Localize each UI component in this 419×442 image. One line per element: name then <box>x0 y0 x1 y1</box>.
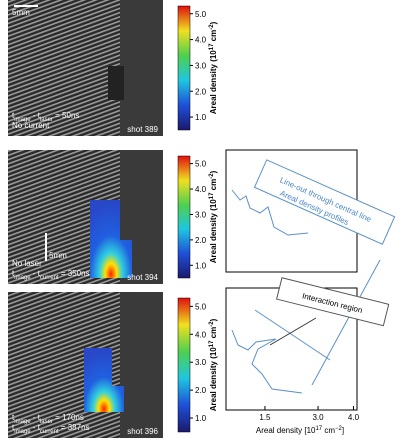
x-tick-label: 3.0 <box>312 413 324 422</box>
text-part: image <box>14 275 31 281</box>
text-part: No current <box>12 121 50 130</box>
colorbar-tick-label: 4.0 <box>195 330 207 339</box>
panel-annotation: No laser <box>12 259 42 268</box>
colorbar-tick-label: 1.0 <box>195 414 207 423</box>
text-part: current <box>40 275 59 281</box>
text-part: cm <box>209 179 218 193</box>
figure: 5mmtimage - tlaser = 50nsNo currentshot … <box>0 0 419 442</box>
text-part: current <box>40 429 59 435</box>
text-part: Areal density (10 <box>209 50 218 115</box>
colorbar-tick-label: 2.0 <box>195 386 207 395</box>
text-part: = 170ns <box>53 413 84 422</box>
scale-label: 5mm <box>12 8 30 17</box>
shot-label: shot 389 <box>127 125 158 134</box>
text-part: ) <box>209 170 218 173</box>
text-part: laser <box>40 419 53 425</box>
text-part: Areal density (10 <box>209 347 218 412</box>
colorbar <box>178 156 190 278</box>
x-axis-label: Areal density [1017 cm−2] <box>256 426 344 435</box>
colorbar-tick-label: 3.0 <box>195 210 207 219</box>
x-tick-label: 1.5 <box>259 413 271 422</box>
text-part: Areal density (10 <box>209 199 218 264</box>
colorbar-tick-label: 1.0 <box>195 113 207 122</box>
panel-annotation: No current <box>12 121 50 130</box>
colorbar <box>178 6 190 130</box>
text-part: image <box>14 419 31 425</box>
colorbar-tick-label: 2.0 <box>195 87 207 96</box>
colorbar-tick-label: 4.0 <box>195 185 207 194</box>
text-part: ) <box>209 318 218 321</box>
text-part: ) <box>209 21 218 24</box>
text-part: = 350ns <box>59 269 90 278</box>
text-part: ] <box>342 426 344 435</box>
colorbar-tick-label: 5.0 <box>195 160 207 169</box>
colorbar-tick-label: 5.0 <box>195 10 207 19</box>
colorbar-tick-label: 1.0 <box>195 261 207 270</box>
text-part: image <box>14 429 31 435</box>
shot-label: shot 396 <box>127 427 158 436</box>
text-part: cm <box>209 30 218 44</box>
colorbar-tick-label: 4.0 <box>195 36 207 45</box>
shot-label: shot 394 <box>127 273 158 282</box>
text-part: cm <box>209 327 218 341</box>
scale-label: 5mm <box>49 251 67 260</box>
colorbar-label: Areal density (1017 cm-2) <box>209 318 218 411</box>
panel-images <box>8 0 163 438</box>
colorbar-tick-label: 2.0 <box>195 236 207 245</box>
text-part: Areal density [10 <box>256 426 316 435</box>
colorbar-tick-label: 5.0 <box>195 302 207 311</box>
text-part: No laser <box>12 259 42 268</box>
colorbar-label: Areal density (1017 cm-2) <box>209 170 218 263</box>
colorbar-tick-label: 3.0 <box>195 61 207 70</box>
text-part: = 50ns <box>53 111 79 120</box>
x-tick-label: 4.0 <box>348 413 360 422</box>
colorbar-label: Areal density (1017 cm-2) <box>209 21 218 114</box>
colorbar-tick-label: 3.0 <box>195 358 207 367</box>
text-part: cm <box>322 426 335 435</box>
text-part: = 387ns <box>59 423 90 432</box>
colorbar <box>178 298 190 432</box>
